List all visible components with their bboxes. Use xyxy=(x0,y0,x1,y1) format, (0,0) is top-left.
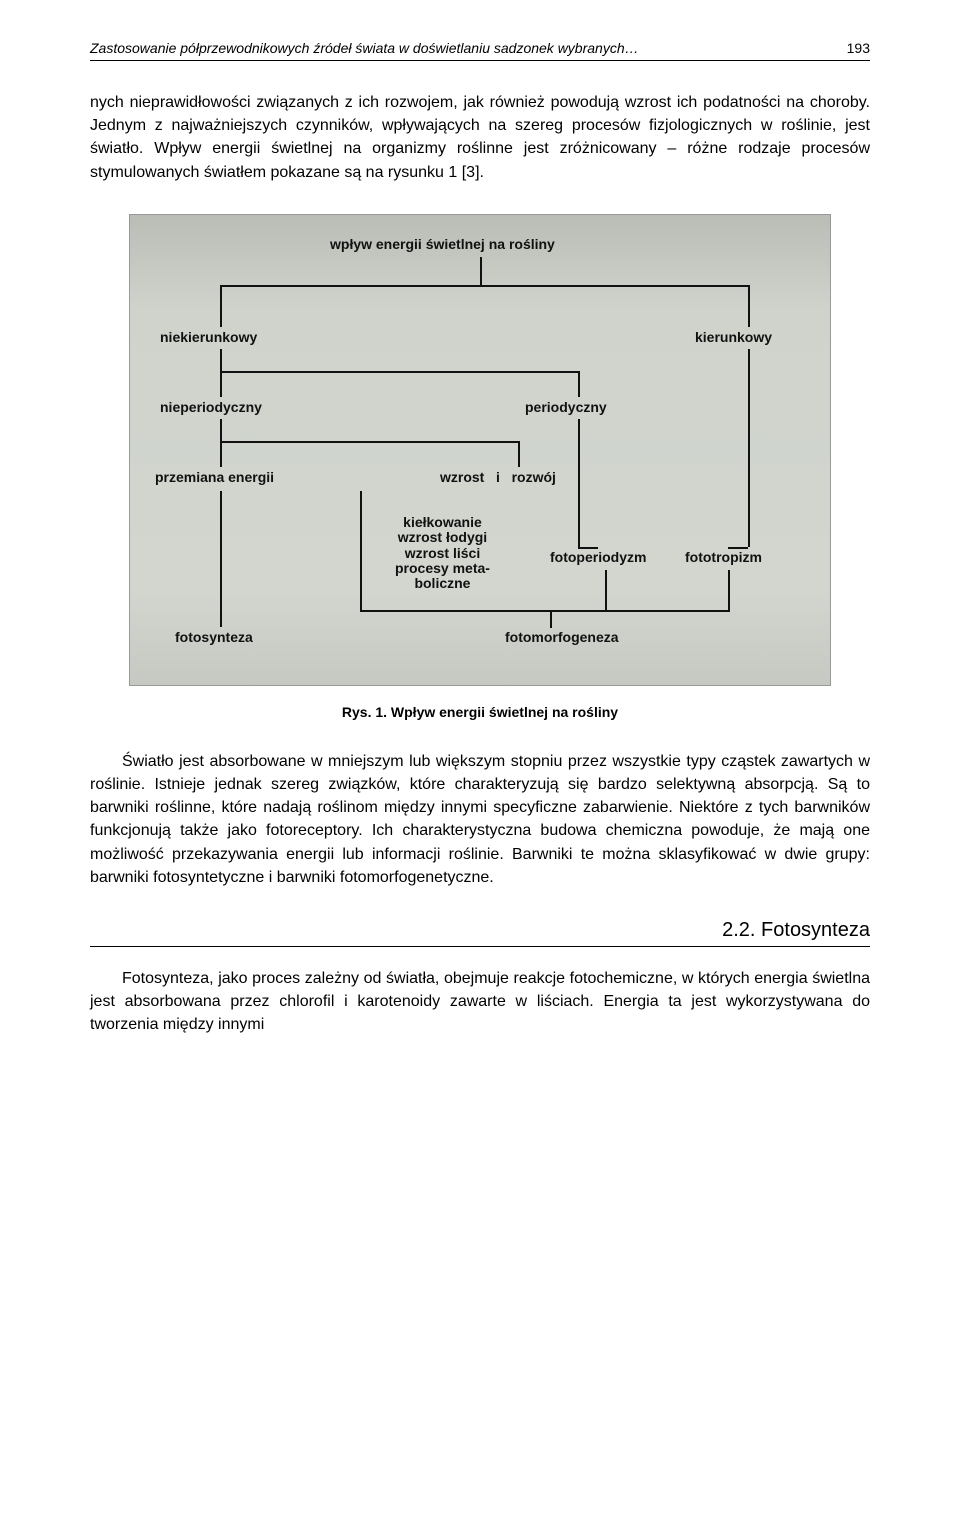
diagram-line-6 xyxy=(220,371,222,397)
diagram-line-18 xyxy=(360,610,730,612)
diagram-node-fotosynteza: fotosynteza xyxy=(175,630,253,645)
diagram-line-7 xyxy=(578,371,580,397)
diagram-line-20 xyxy=(605,570,607,610)
diagram-line-5 xyxy=(220,371,580,373)
running-head: Zastosowanie półprzewodnikowych źródeł ś… xyxy=(90,40,870,61)
figure-1-caption: Rys. 1. Wpływ energii świetlnej na rośli… xyxy=(90,704,870,720)
figure-1-diagram: wpływ energii świetlnej na rośliny niekie… xyxy=(129,214,831,686)
section-rule xyxy=(90,946,870,947)
diagram-line-4 xyxy=(220,349,222,371)
diagram-line-21 xyxy=(728,570,730,610)
diagram-line-1 xyxy=(220,285,750,287)
diagram-line-17 xyxy=(360,491,362,611)
diagram-node-fotomorfogeneza: fotomorfogeneza xyxy=(505,630,619,645)
diagram-line-14 xyxy=(748,349,750,547)
diagram-line-2 xyxy=(220,285,222,327)
diagram-line-15 xyxy=(728,547,748,549)
diagram-line-16 xyxy=(220,491,222,627)
paragraph-section: Fotosynteza, jako proces zależny od świa… xyxy=(90,967,870,1037)
diagram-node-niekierunkowy: niekierunkowy xyxy=(160,330,257,345)
diagram-line-9 xyxy=(220,441,520,443)
section-title: 2.2. Fotosynteza xyxy=(90,919,870,942)
diagram-line-19 xyxy=(550,610,552,628)
paragraph-bottom: Światło jest absorbowane w mniejszym lub… xyxy=(90,750,870,889)
diagram-line-3 xyxy=(748,285,750,327)
diagram-node-title: wpływ energii świetlnej na rośliny xyxy=(330,237,555,252)
diagram-line-13 xyxy=(578,547,598,549)
diagram-line-12 xyxy=(578,419,580,547)
diagram-node-wzrost: wzrost i rozwój xyxy=(440,470,556,485)
diagram-line-11 xyxy=(518,441,520,467)
running-head-title: Zastosowanie półprzewodnikowych źródeł ś… xyxy=(90,40,639,56)
paragraph-top: nych nieprawidłowości związanych z ich r… xyxy=(90,91,870,184)
diagram-node-fototropizm: fototropizm xyxy=(685,550,762,565)
diagram-node-przemiana: przemiana energii xyxy=(155,470,274,485)
diagram-line-10 xyxy=(220,441,222,467)
diagram-node-kierunkowy: kierunkowy xyxy=(695,330,772,345)
diagram-node-periodyczny: periodyczny xyxy=(525,400,607,415)
diagram-node-sublist: kiełkowanie wzrost łodygi wzrost liści p… xyxy=(395,515,490,592)
diagram-line-0 xyxy=(480,257,482,285)
figure-1: wpływ energii świetlnej na rośliny niekie… xyxy=(90,214,870,686)
diagram-line-8 xyxy=(220,419,222,441)
diagram-node-nieperiodyczny: nieperiodyczny xyxy=(160,400,262,415)
diagram-node-fotoperiodyzm: fotoperiodyzm xyxy=(550,550,646,565)
page-number: 193 xyxy=(847,40,870,56)
